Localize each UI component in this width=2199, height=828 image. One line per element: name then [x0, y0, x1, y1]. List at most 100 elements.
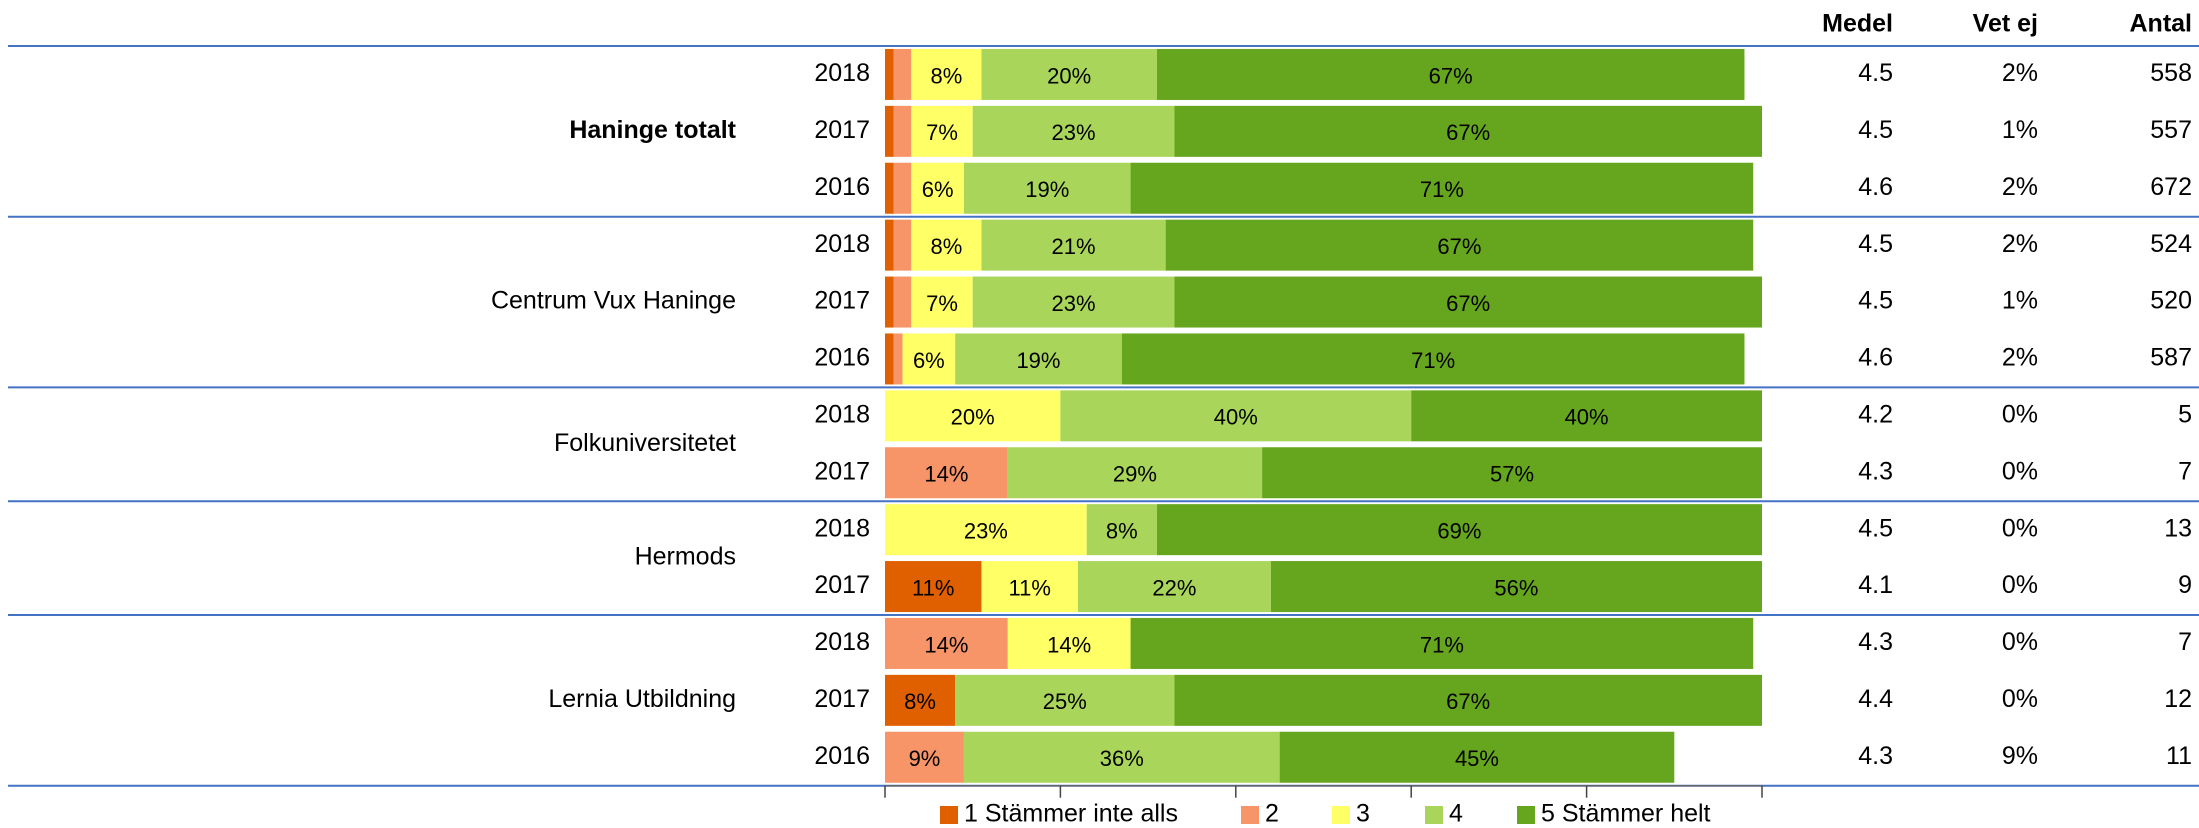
bar-label: 67% — [1446, 291, 1490, 316]
bar-label: 67% — [1437, 234, 1481, 259]
table-cell: 2% — [2002, 59, 2038, 87]
bar-label: 40% — [1214, 405, 1258, 430]
column-header: Vet ej — [1973, 10, 2038, 38]
table-cell: 1% — [2002, 287, 2038, 315]
bar-segment — [893, 276, 912, 328]
table-cell: 0% — [2002, 685, 2038, 713]
table-cell: 557 — [2150, 116, 2192, 144]
bar-label: 67% — [1446, 689, 1490, 714]
bar-label: 67% — [1429, 63, 1473, 88]
table-cell: 12 — [2164, 685, 2192, 713]
bar-segment — [1007, 447, 1263, 499]
bar-segment — [893, 162, 912, 214]
bar-label: 7% — [926, 291, 958, 316]
bar-segment — [885, 276, 894, 328]
bar-segment — [972, 105, 1175, 157]
table-cell: 0% — [2002, 628, 2038, 656]
group-label: Hermods — [635, 543, 736, 571]
bar-segment — [885, 731, 964, 783]
bar-segment — [1156, 48, 1745, 100]
table-cell: 13 — [2164, 514, 2192, 542]
bar-segment — [885, 504, 1087, 556]
bar-segment — [1077, 561, 1271, 613]
bar-label: 19% — [1025, 177, 1069, 202]
table-cell: 4.6 — [1858, 344, 1893, 372]
bar-segment — [963, 162, 1131, 214]
bar-label: 8% — [904, 689, 936, 714]
table-cell: 0% — [2002, 514, 2038, 542]
year-label: 2017 — [814, 287, 870, 315]
bar-segment — [885, 48, 894, 100]
year-label: 2018 — [814, 514, 870, 542]
year-label: 2017 — [814, 116, 870, 144]
legend-swatch — [1517, 806, 1535, 824]
table-cell: 4.1 — [1858, 571, 1893, 599]
year-label: 2016 — [814, 344, 870, 372]
bar-segment — [885, 105, 894, 157]
bar-segment — [885, 561, 982, 613]
bar-segment — [955, 674, 1175, 726]
bar-label: 20% — [951, 405, 995, 430]
bar-segment — [1121, 333, 1745, 385]
legend-label: 1 Stämmer inte alls — [964, 800, 1178, 828]
year-label: 2017 — [814, 457, 870, 485]
bar-label: 11% — [1009, 575, 1051, 600]
bar-segment — [1411, 390, 1762, 442]
table-cell: 7 — [2178, 628, 2192, 656]
group-label: Folkuniversitetet — [554, 429, 736, 457]
bar-label: 71% — [1420, 177, 1464, 202]
bar-segment — [1174, 276, 1762, 328]
bar-label: 11% — [912, 575, 954, 600]
bar-segment — [1279, 731, 1675, 783]
table-cell: 1% — [2002, 116, 2038, 144]
year-label: 2018 — [814, 230, 870, 258]
bar-segment — [885, 162, 894, 214]
year-label: 2017 — [814, 685, 870, 713]
bar-segment — [1130, 617, 1754, 669]
legend-label: 5 Stämmer helt — [1541, 800, 1711, 828]
table-cell: 4.3 — [1858, 628, 1893, 656]
bar-segment — [981, 219, 1166, 271]
bar-segment — [902, 333, 956, 385]
bar-label: 6% — [913, 348, 945, 373]
bar-segment — [885, 333, 894, 385]
table-cell: 4.5 — [1858, 230, 1893, 258]
year-label: 2016 — [814, 742, 870, 770]
bar-segment — [1156, 504, 1762, 556]
table-cell: 4.2 — [1858, 400, 1893, 428]
legend-swatch — [940, 806, 958, 824]
bar-segment — [1174, 674, 1762, 726]
table-cell: 4.5 — [1858, 116, 1893, 144]
bar-label: 67% — [1446, 120, 1490, 145]
year-label: 2018 — [814, 59, 870, 87]
group-label: Haninge totalt — [569, 116, 736, 144]
table-cell: 4.5 — [1858, 59, 1893, 87]
column-header: Antal — [2130, 10, 2193, 38]
legend-label: 4 — [1449, 800, 1463, 828]
bar-segment — [1007, 617, 1131, 669]
bar-segment — [1130, 162, 1754, 214]
bar-label: 56% — [1494, 575, 1538, 600]
table-cell: 587 — [2150, 344, 2192, 372]
year-label: 2018 — [814, 628, 870, 656]
bar-segment — [885, 674, 956, 726]
table-cell: 672 — [2150, 173, 2192, 201]
bar-segment — [981, 48, 1157, 100]
bar-label: 45% — [1455, 746, 1499, 771]
bar-label: 71% — [1411, 348, 1455, 373]
legend-swatch — [1241, 806, 1259, 824]
table-cell: 4.6 — [1858, 173, 1893, 201]
bar-label: 71% — [1420, 632, 1464, 657]
bar-segment — [893, 333, 903, 385]
bar-label: 14% — [924, 462, 968, 487]
bar-segment — [893, 105, 912, 157]
table-cell: 9% — [2002, 742, 2038, 770]
table-cell: 520 — [2150, 287, 2192, 315]
column-header: Medel — [1822, 10, 1893, 38]
bar-label: 23% — [1052, 120, 1096, 145]
table-cell: 11 — [2166, 742, 2192, 770]
bar-label: 14% — [924, 632, 968, 657]
year-label: 2016 — [814, 173, 870, 201]
bar-label: 8% — [930, 63, 962, 88]
